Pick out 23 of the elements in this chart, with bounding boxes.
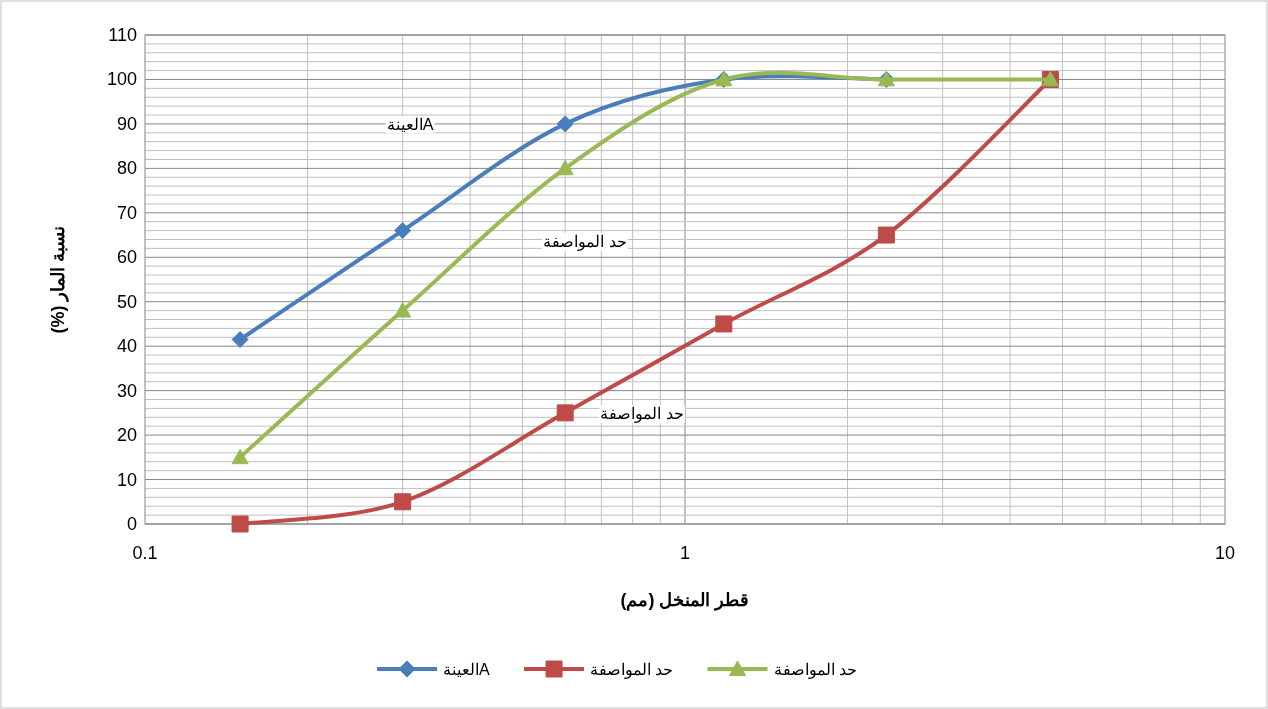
y-tick-label: 40 — [116, 336, 137, 357]
x-tick-label: 1 — [679, 543, 691, 563]
legend-label: حد المواصفة — [590, 661, 674, 679]
annotation: العينةA — [386, 116, 434, 133]
y-tick-label: 80 — [116, 158, 137, 179]
y-tick-label: 0 — [126, 514, 137, 534]
x-tick-label: 10 — [1214, 543, 1236, 563]
x-tick-label: 0.1 — [132, 543, 158, 563]
annotation: حد المواصفة — [600, 405, 684, 423]
y-tick-label: 90 — [116, 113, 137, 134]
y-tick-label: 70 — [116, 202, 137, 223]
y-tick-label: 100 — [106, 69, 137, 90]
x-axis-title: قطر المنخل (مم) — [620, 590, 750, 611]
y-axis-title: نسبة المار (%) — [48, 225, 69, 334]
y-tick-label: 110 — [108, 25, 137, 45]
y-tick-label: 20 — [116, 425, 137, 446]
annotation: حد المواصفة — [543, 233, 627, 251]
legend-label: العينةA — [443, 661, 491, 678]
y-tick-label: 60 — [116, 247, 137, 268]
y-tick-label: 10 — [116, 469, 137, 490]
y-tick-label: 30 — [116, 380, 137, 401]
y-tick-label: 50 — [116, 291, 137, 312]
legend-label: حد المواصفة — [773, 661, 857, 679]
